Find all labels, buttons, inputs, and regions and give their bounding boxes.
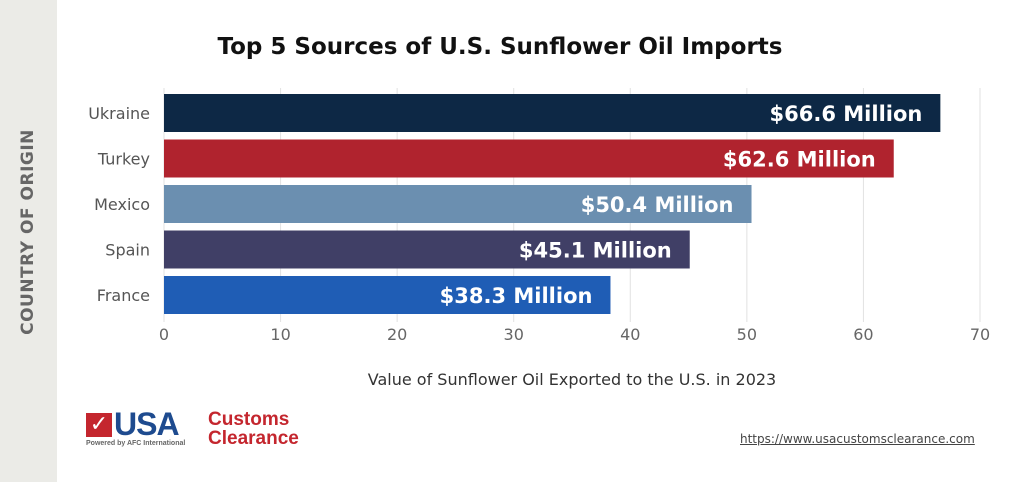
website-link[interactable]: https://www.usacustomsclearance.com [740,432,975,446]
x-tick-label: 40 [620,325,640,344]
bar-mexico [164,185,752,223]
x-tick-label: 70 [970,325,990,344]
logo-clearance: Clearance [208,428,299,449]
x-tick-label: 10 [270,325,290,344]
category-label: Mexico [94,195,150,214]
data-label: $62.6 Million [723,148,876,172]
logo-customs-clearance: Customs Clearance [208,410,299,448]
left-strip [0,0,57,482]
checkmark-icon: ✓ [86,413,112,437]
logo-tagline: Powered by AFC International [86,440,186,447]
x-tick-label: 60 [853,325,873,344]
x-axis-label: Value of Sunflower Oil Exported to the U… [367,370,777,389]
x-tick-label: 50 [737,325,757,344]
data-label: $38.3 Million [440,284,593,308]
bar-ukraine [164,94,941,132]
logo-customs: Customs [208,409,290,430]
x-tick-label: 0 [159,325,169,344]
data-label: $45.1 Million [519,239,672,263]
x-tick-label: 20 [387,325,407,344]
logo-usa: USA [114,406,180,442]
usa-customs-clearance-logo: ✓ USA Powered by AFC International Custo… [84,406,324,450]
category-label: Turkey [97,150,150,169]
bar-france [164,276,611,314]
chart-title: Top 5 Sources of U.S. Sunflower Oil Impo… [217,34,783,60]
bar-turkey [164,139,894,178]
x-tick-label: 30 [504,325,524,344]
bar-spain [164,230,690,269]
data-label: $50.4 Million [581,193,734,217]
category-label: Ukraine [88,104,150,123]
data-label: $66.6 Million [770,102,923,126]
category-label: France [97,286,150,305]
category-label: Spain [105,241,150,260]
